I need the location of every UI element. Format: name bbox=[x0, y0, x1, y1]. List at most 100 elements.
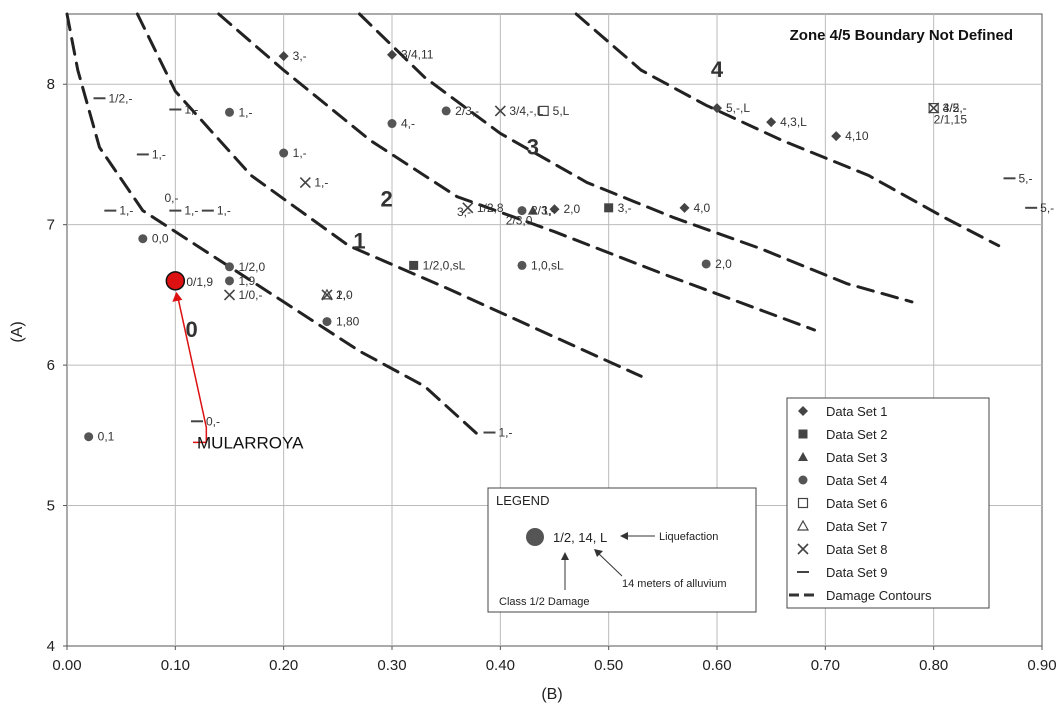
data-point bbox=[549, 204, 560, 215]
data-point-label: 1,- bbox=[499, 426, 513, 440]
data-point-label: 3/4,-,L bbox=[509, 104, 543, 118]
legend-marker bbox=[798, 406, 808, 416]
class-arrowhead bbox=[561, 552, 569, 560]
x-tick-label: 0.90 bbox=[1027, 657, 1056, 674]
data-point bbox=[494, 105, 506, 117]
y-axis-title: (A) bbox=[9, 321, 26, 342]
legend-label: Data Set 3 bbox=[826, 450, 887, 465]
data-point bbox=[225, 107, 234, 117]
data-point-label: 0,- bbox=[206, 414, 220, 428]
data-point-label: 0,0 bbox=[152, 232, 169, 246]
damage-contour-line bbox=[65, 12, 481, 437]
data-point-label: 1/2,8 bbox=[477, 201, 504, 215]
data-point-label: 2,0 bbox=[715, 257, 732, 271]
data-point-label: 1,- bbox=[184, 103, 198, 117]
liquefaction-arrowhead bbox=[620, 532, 628, 540]
data-point-label: 2,- bbox=[336, 288, 350, 302]
data-point-label: 1,- bbox=[239, 105, 253, 119]
data-point bbox=[604, 203, 614, 213]
zone-label: 1 bbox=[353, 229, 365, 254]
data-point-label: 1/2,- bbox=[109, 91, 133, 105]
damage-contour-line bbox=[574, 12, 1001, 248]
data-point-label: 1,- bbox=[217, 204, 231, 218]
y-tick-label: 5 bbox=[47, 498, 55, 515]
data-point bbox=[517, 260, 527, 270]
data-point bbox=[527, 205, 538, 215]
data-point bbox=[322, 317, 332, 327]
data-point-label: 4/5,- bbox=[943, 101, 967, 115]
data-point bbox=[299, 176, 311, 189]
explanation-legend: LEGEND 1/2, 14, L Liquefaction 14 meters… bbox=[487, 487, 757, 613]
data-point bbox=[441, 106, 451, 116]
point-labels: 3,- 3/4,11 2,0 4,0 5,-,L 4,3,L 4,10 1/2,0,sL 3,-… bbox=[98, 48, 1055, 444]
y-tick-label: 8 bbox=[47, 76, 55, 93]
data-point bbox=[462, 202, 474, 214]
legend-label: Data Set 6 bbox=[826, 496, 887, 511]
data-point bbox=[387, 49, 397, 60]
damage-contour-line bbox=[358, 12, 914, 304]
legend-marker bbox=[797, 497, 809, 509]
zone-label: 3 bbox=[527, 134, 539, 159]
data-point bbox=[766, 117, 777, 128]
axis-ticks: 0.00 0.10 0.20 0.30 0.40 0.50 0.60 0.70 0.80 0.90… bbox=[47, 76, 1057, 674]
data-point-label: 5,- bbox=[1019, 171, 1033, 185]
data-point-label: 5,L bbox=[553, 104, 570, 118]
data-point-label: 1,0 bbox=[336, 288, 353, 302]
data-point-label: 1/0,- bbox=[239, 288, 263, 302]
legend-label: Damage Contours bbox=[826, 588, 932, 603]
damage-contour-line bbox=[135, 12, 643, 378]
data-point bbox=[538, 105, 549, 117]
mularroya-label: MULARROYA bbox=[197, 433, 304, 452]
data-point-label: 1,0,sL bbox=[531, 258, 564, 272]
x-tick-label: 0.30 bbox=[377, 657, 406, 674]
data-point-label: 2/3,0 bbox=[506, 214, 533, 228]
damage-contours: 0 12 3 4 bbox=[65, 12, 1001, 437]
data-point bbox=[409, 260, 419, 270]
zone-label: 4 bbox=[711, 57, 724, 82]
data-point bbox=[138, 234, 148, 244]
data-point-label: 1/2,0,sL bbox=[423, 258, 466, 272]
explanation-example-marker bbox=[526, 528, 544, 546]
series-legend-box bbox=[786, 397, 990, 609]
data-point bbox=[679, 202, 690, 213]
data-point-label: 3,- bbox=[618, 201, 632, 215]
data-point-label: 1,- bbox=[293, 146, 307, 160]
alluvium-arrowhead bbox=[594, 549, 603, 557]
legend-label: Data Set 9 bbox=[826, 565, 887, 580]
legend-label: Data Set 8 bbox=[826, 542, 887, 557]
legend-label: Data Set 1 bbox=[826, 404, 887, 419]
data-point bbox=[225, 262, 234, 272]
legend-marker bbox=[796, 519, 810, 531]
data-point bbox=[223, 289, 236, 301]
mularroya-pointer-line bbox=[176, 294, 208, 444]
data-point-label: 2/1,15 bbox=[934, 113, 968, 127]
y-tick-label: 7 bbox=[47, 217, 55, 234]
data-point bbox=[84, 432, 94, 442]
data-point-label: 0,1 bbox=[98, 430, 115, 444]
data-point-label: 5,- bbox=[1040, 201, 1054, 215]
legend-marker bbox=[798, 475, 808, 485]
explanation-class-label: Class 1/2 Damage bbox=[499, 596, 590, 608]
x-tick-label: 0.00 bbox=[52, 657, 81, 674]
data-point bbox=[831, 131, 842, 142]
mularroya-highlight: 0/1,9 MULARROYA bbox=[165, 271, 304, 452]
legend-label: Data Set 7 bbox=[826, 519, 887, 534]
zone-note: Zone 4/5 Boundary Not Defined bbox=[790, 27, 1013, 44]
mularroya-pointer-arrowhead bbox=[172, 291, 183, 302]
data-points bbox=[84, 49, 1038, 442]
data-point bbox=[278, 51, 289, 62]
x-tick-label: 0.20 bbox=[269, 657, 298, 674]
data-point-label: 4,3,L bbox=[780, 115, 807, 129]
data-point-label: 2/3,- bbox=[455, 104, 479, 118]
data-point-label: 4,0 bbox=[694, 201, 711, 215]
explanation-legend-title: LEGEND bbox=[496, 493, 549, 508]
zone-label: 2 bbox=[380, 186, 392, 211]
data-point-label: 1/2,0 bbox=[239, 260, 266, 274]
data-point bbox=[225, 276, 234, 286]
data-point bbox=[517, 206, 527, 216]
data-point-label: 3/4,11 bbox=[401, 48, 434, 62]
data-point-label: 1,- bbox=[119, 204, 133, 218]
explanation-liquefaction-label: Liquefaction bbox=[659, 531, 718, 543]
data-point-label: 1,- bbox=[152, 147, 166, 161]
data-point-label: 5,-,L bbox=[726, 101, 750, 115]
